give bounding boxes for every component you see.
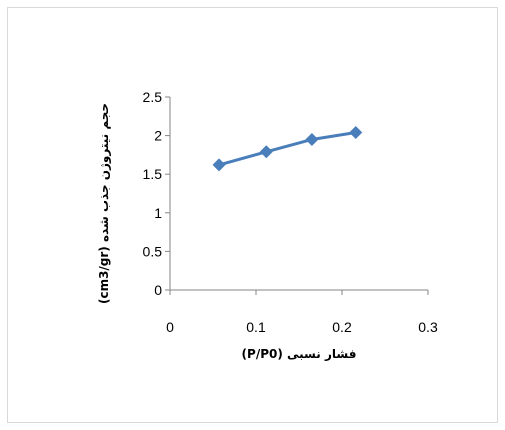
x-tick-label: 0.1 <box>246 319 266 335</box>
y-tick-label: 1 <box>154 205 162 221</box>
x-tick-label: 0.3 <box>418 319 438 335</box>
data-point-marker <box>259 145 273 159</box>
axes: 0 0.5 1 1.5 2 2.5 0 0.1 0.2 0.3 <box>143 89 438 335</box>
y-ticks: 0 0.5 1 1.5 2 2.5 <box>143 89 170 298</box>
y-tick-label: 0 <box>154 282 162 298</box>
data-point-marker <box>349 126 363 140</box>
y-axis-title: حجم نیتروژن جذب شده (cm3/gr) <box>97 103 112 304</box>
data-point-marker <box>305 132 319 146</box>
x-tick-label: 0 <box>166 319 174 335</box>
x-tick-label: 0.2 <box>332 319 352 335</box>
x-axis-title: فشار نسبی (P/P0) <box>242 347 357 361</box>
y-tick-label: 2 <box>154 128 162 144</box>
x-ticks: 0 0.1 0.2 0.3 <box>166 290 438 335</box>
data-point-marker <box>212 158 226 172</box>
series-line <box>218 131 356 167</box>
series-layer <box>212 126 363 172</box>
y-tick-label: 2.5 <box>143 89 163 105</box>
chart-frame <box>7 7 498 423</box>
y-tick-label: 0.5 <box>143 243 163 259</box>
y-tick-label: 1.5 <box>143 166 163 182</box>
